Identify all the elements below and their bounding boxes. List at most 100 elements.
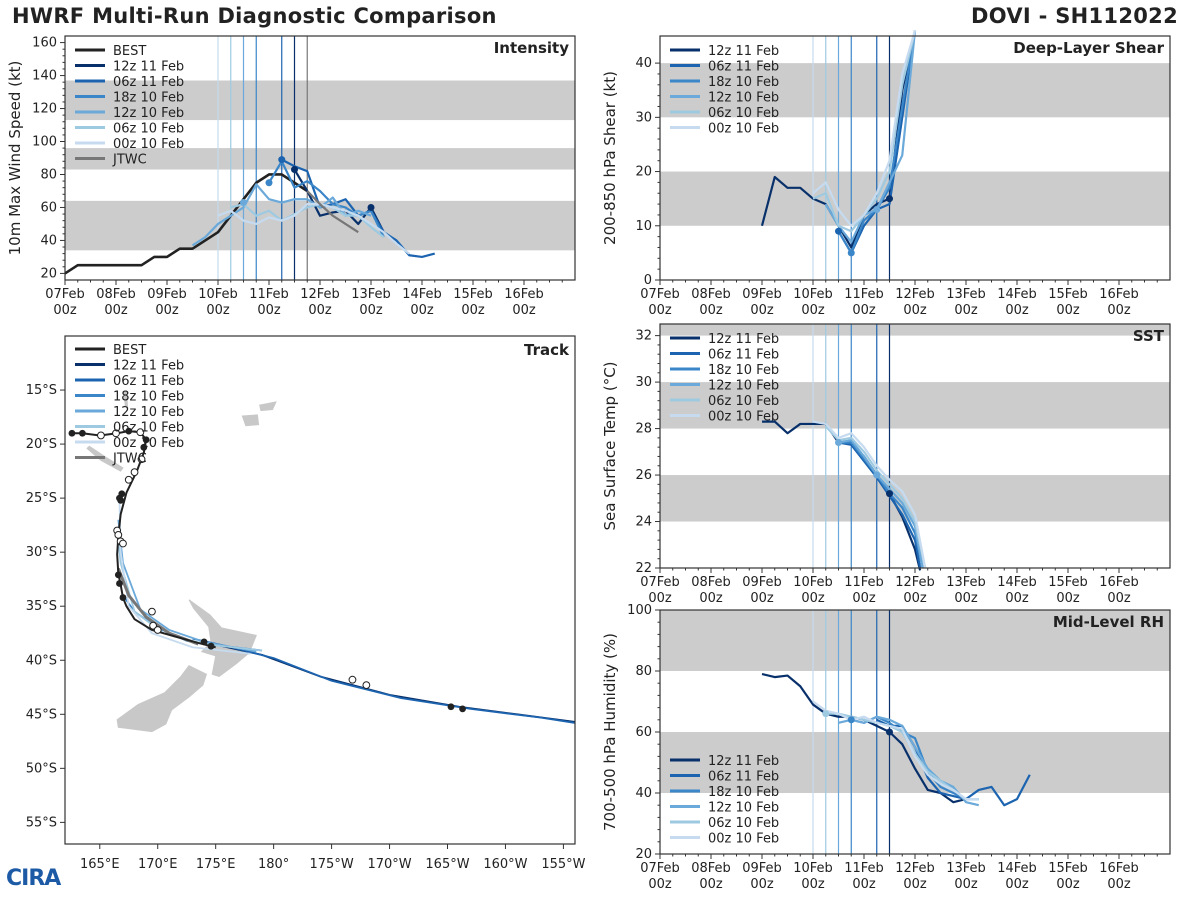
legend-entry: 06z 10 Feb [113, 122, 184, 137]
y-tick-label: 20 [635, 847, 652, 862]
x-tick-label: 14Feb [997, 287, 1037, 302]
series-line [824, 425, 927, 569]
y-tick-label: 24 [635, 515, 652, 530]
x-tick-label: 11Feb [844, 861, 884, 876]
y-tick-label: 28 [635, 422, 652, 437]
legend-entry: 06z 11 Feb [708, 770, 779, 785]
storm-name: DOVI - SH112022 [971, 4, 1178, 28]
lat-tick-label: 35°S [26, 599, 57, 614]
x-tick-label: 00z [699, 877, 723, 892]
x-tick-label: 00z [750, 303, 774, 318]
x-tick-label: 00z [954, 877, 978, 892]
lat-tick-label: 20°S [26, 437, 57, 452]
x-tick-label: 10Feb [793, 861, 833, 876]
y-tick-label: 160 [32, 36, 57, 51]
x-tick-label: 10Feb [793, 575, 833, 590]
legend-entry: 12z 10 Feb [708, 91, 779, 106]
data-point [822, 710, 830, 718]
legend-entry: 00z 10 Feb [113, 436, 184, 451]
x-tick-label: 00z [852, 877, 876, 892]
track-point [125, 427, 133, 435]
x-tick-label: 00z [801, 877, 825, 892]
x-tick-label: 00z [461, 303, 485, 318]
x-tick-label: 00z [1005, 591, 1029, 606]
x-tick-label: 11Feb [844, 575, 884, 590]
series-line [306, 190, 359, 234]
track-point-open [362, 681, 371, 690]
x-tick-label: 08Feb [691, 575, 731, 590]
x-tick-label: 07Feb [45, 287, 85, 302]
lon-tick-label: 175°W [310, 857, 354, 872]
x-tick-label: 00z [648, 591, 672, 606]
x-tick-label: 00z [903, 303, 927, 318]
threshold-band [660, 63, 1170, 118]
x-tick-label: 00z [53, 303, 77, 318]
track-point [117, 496, 125, 504]
lat-tick-label: 30°S [26, 545, 57, 560]
x-tick-label: 16Feb [504, 287, 544, 302]
x-tick-label: 00z [1107, 877, 1131, 892]
track-point [200, 638, 208, 646]
legend-entry: 06z 11 Feb [708, 348, 779, 363]
legend-entry: 12z 10 Feb [708, 379, 779, 394]
panel-title: Track [524, 341, 570, 359]
panel-rh: 2040608010007Feb00z08Feb00z09Feb00z10Feb… [601, 603, 1171, 892]
x-tick-label: 13Feb [946, 861, 986, 876]
legend-entry: 00z 10 Feb [113, 137, 184, 152]
threshold-band [65, 80, 575, 121]
legend-entry: 06z 10 Feb [708, 816, 779, 831]
threshold-band [660, 382, 1170, 429]
land-vanua-levu [259, 401, 277, 412]
data-point [886, 728, 893, 736]
threshold-band [65, 148, 575, 170]
y-tick-label: 120 [32, 102, 57, 117]
lat-tick-label: 55°S [26, 815, 57, 830]
track-point [459, 705, 466, 713]
map-area [65, 336, 575, 844]
logo-text: CIRA [6, 866, 61, 891]
y-tick-label: 60 [635, 725, 652, 740]
panel-intensity: 2040608010012014016007Feb00z08Feb00z09Fe… [6, 35, 576, 318]
legend-entry: 06z 10 Feb [708, 106, 779, 121]
series-line [838, 441, 922, 569]
legend-entry: 18z 10 Feb [113, 390, 184, 405]
threshold-band [660, 610, 1170, 671]
legend-entry: JTWC [112, 153, 147, 168]
threshold-band [660, 171, 1170, 226]
y-axis-label: 700-500 hPa Humidity (%) [601, 633, 619, 831]
x-tick-label: 09Feb [147, 287, 187, 302]
x-tick-label: 15Feb [1048, 287, 1088, 302]
series-line [217, 203, 410, 255]
x-tick-label: 00z [1005, 877, 1029, 892]
x-tick-label: 14Feb [997, 575, 1037, 590]
x-tick-label: 12Feb [895, 287, 935, 302]
series-line [812, 700, 979, 801]
y-tick-label: 140 [32, 69, 57, 84]
y-axis-label: 10m Max Wind Speed (kt) [6, 61, 24, 256]
y-tick-label: 20 [40, 266, 57, 281]
track-point [119, 594, 127, 601]
x-tick-label: 12Feb [895, 575, 935, 590]
x-tick-label: 09Feb [742, 575, 782, 590]
x-tick-label: 00z [699, 303, 723, 318]
legend-entry: 18z 10 Feb [113, 91, 184, 106]
y-tick-label: 32 [635, 329, 652, 344]
x-tick-label: 16Feb [1099, 575, 1139, 590]
track-point-open [114, 530, 123, 539]
x-tick-label: 16Feb [1099, 861, 1139, 876]
x-tick-label: 08Feb [691, 861, 731, 876]
land-new-zealand-south [116, 665, 208, 733]
lon-tick-label: 175°E [196, 857, 236, 872]
x-tick-label: 00z [699, 591, 723, 606]
y-tick-label: 80 [635, 664, 652, 679]
y-tick-label: 80 [40, 167, 57, 182]
panel-sst: 22242628303207Feb00z08Feb00z09Feb00z10Fe… [601, 323, 1171, 606]
x-tick-label: 00z [750, 591, 774, 606]
x-tick-label: 09Feb [742, 287, 782, 302]
panel-title: Mid-Level RH [1053, 613, 1164, 631]
x-tick-label: 12Feb [300, 287, 340, 302]
x-tick-label: 07Feb [640, 861, 680, 876]
x-tick-label: 00z [1056, 877, 1080, 892]
x-tick-label: 14Feb [997, 861, 1037, 876]
lon-tick-label: 180° [258, 857, 289, 872]
